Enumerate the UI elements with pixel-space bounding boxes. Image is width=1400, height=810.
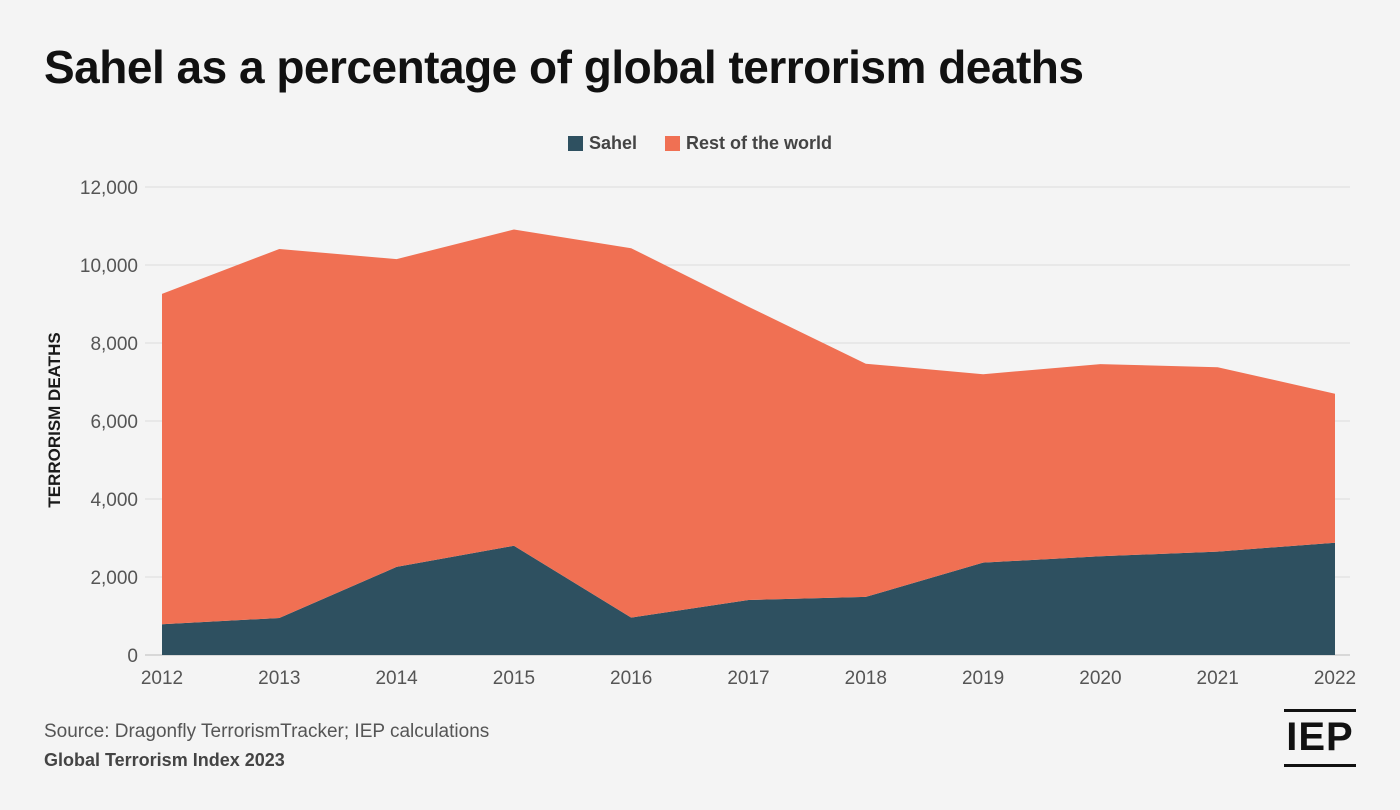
y-tick-label: 0 [127, 646, 138, 667]
publication-name: Global Terrorism Index 2023 [44, 750, 285, 770]
area-series-sahel [162, 542, 1335, 655]
legend-swatch-rest-of-world [665, 136, 680, 151]
legend-item-sahel: Sahel [567, 133, 637, 154]
stacked-area-chart: 0 2,000 4,000 6,000 8,000 10,000 12,000 2012 201… [45, 178, 1356, 689]
logo-top-bar [1284, 709, 1356, 712]
x-tick-label: 2013 [258, 668, 300, 689]
iep-logo: IEP [1284, 709, 1356, 767]
chart-title: Sahel as a percentage of global terroris… [44, 41, 1084, 93]
y-axis-label: TERRORISM DEATHS [45, 332, 64, 507]
logo-bottom-bar [1284, 764, 1356, 767]
logo-text: IEP [1286, 715, 1354, 759]
y-tick-label: 4,000 [90, 490, 138, 511]
y-tick-label: 2,000 [90, 568, 138, 589]
area-layer [162, 229, 1335, 655]
y-tick-label: 6,000 [90, 412, 138, 433]
x-tick-label: 2019 [962, 668, 1004, 689]
x-tick-label: 2022 [1314, 668, 1356, 689]
x-tick-label: 2015 [493, 668, 535, 689]
x-tick-label: 2017 [727, 668, 769, 689]
legend-item-rest-of-world: Rest of the world [665, 133, 832, 154]
axis-layer: 0 2,000 4,000 6,000 8,000 10,000 12,000 2012 201… [80, 178, 1356, 689]
legend-label-rest-of-world: Rest of the world [686, 133, 833, 153]
y-tick-label: 8,000 [90, 334, 138, 355]
x-tick-label: 2018 [845, 668, 887, 689]
source-note: Source: Dragonfly TerrorismTracker; IEP … [44, 721, 490, 742]
x-tick-label: 2016 [610, 668, 652, 689]
legend-label-sahel: Sahel [588, 133, 637, 153]
x-tick-label: 2012 [141, 668, 183, 689]
x-tick-label: 2021 [1197, 668, 1239, 689]
legend-swatch-sahel [567, 136, 583, 151]
y-tick-label: 10,000 [80, 256, 138, 277]
area-series-rest-of-the-world [162, 229, 1335, 625]
y-tick-label: 12,000 [80, 178, 138, 199]
x-tick-label: 2020 [1079, 668, 1121, 689]
legend: Sahel Rest of the world [0, 133, 1400, 154]
x-tick-label: 2014 [375, 668, 418, 689]
